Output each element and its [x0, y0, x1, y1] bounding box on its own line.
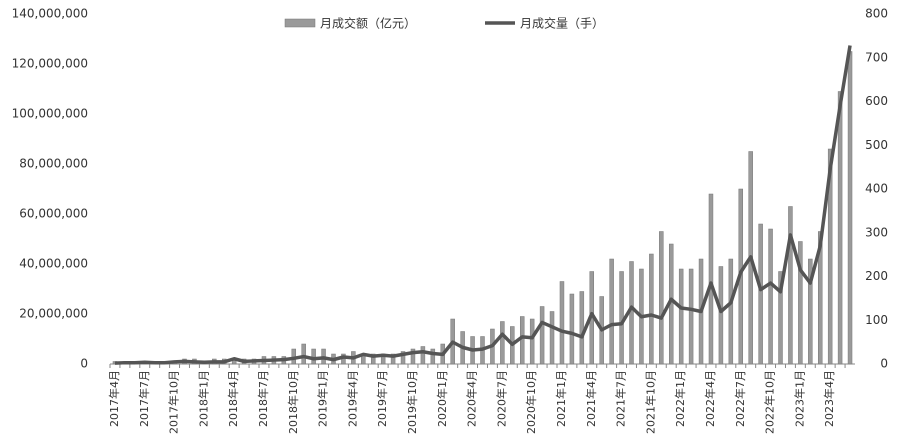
y2-tick-label: 200: [865, 269, 888, 283]
x-tick-label: 2022年4月: [703, 370, 717, 427]
bar: [420, 346, 426, 365]
bar: [430, 348, 436, 365]
x-tick-label: 2018年1月: [196, 370, 210, 427]
bar: [758, 223, 763, 365]
x-tick-label: 2017年4月: [107, 370, 121, 427]
bar: [798, 241, 803, 365]
legend-label: 月成交量（手）: [520, 16, 604, 31]
y2-tick-label: 600: [865, 94, 888, 108]
x-tick-label: 2020年1月: [435, 370, 449, 427]
y2-tick-label: 300: [865, 225, 888, 239]
x-tick-label: 2019年4月: [345, 370, 359, 427]
x-tick-label: 2022年1月: [673, 370, 687, 427]
y2-tick-label: 400: [865, 182, 888, 196]
bar: [718, 266, 724, 365]
bar: [649, 253, 654, 365]
y2-tick-label: 800: [865, 7, 888, 21]
x-tick-label: 2023年4月: [822, 370, 836, 427]
bar: [817, 231, 823, 365]
bar: [529, 318, 535, 365]
bar: [569, 293, 575, 365]
bar: [768, 228, 773, 365]
bar: [500, 321, 505, 365]
x-tick-label: 2019年10月: [405, 370, 419, 434]
bar: [311, 348, 316, 365]
bar: [708, 193, 714, 365]
bar: [688, 268, 694, 365]
x-tick-label: 2019年1月: [316, 370, 330, 427]
bar: [728, 258, 734, 365]
bar: [410, 348, 416, 365]
y-tick-label: 60,000,000: [19, 207, 88, 221]
x-tick-label: 2022年10月: [763, 370, 777, 434]
legend-label: 月成交额（亿元）: [320, 16, 416, 31]
bar: [847, 51, 853, 365]
x-tick-label: 2021年7月: [614, 370, 628, 427]
y2-tick-label: 100: [865, 313, 888, 327]
bar: [778, 271, 783, 365]
bar: [549, 311, 555, 365]
y-tick-label: 0: [80, 357, 88, 371]
x-tick-label: 2018年4月: [226, 370, 240, 427]
bar: [808, 258, 813, 365]
bar: [370, 353, 376, 365]
x-tick-label: 2020年4月: [465, 370, 479, 427]
y2-tick-label: 500: [865, 138, 888, 152]
bar: [519, 316, 525, 365]
x-tick-label: 2017年7月: [137, 370, 151, 427]
y-tick-label: 20,000,000: [19, 307, 88, 321]
y2-tick-label: 700: [865, 50, 888, 64]
y-tick-label: 100,000,000: [12, 107, 88, 121]
bar: [539, 306, 545, 365]
bar: [837, 91, 843, 365]
y-tick-label: 40,000,000: [19, 257, 88, 271]
x-tick-label: 2023年1月: [792, 370, 806, 427]
x-tick-label: 2018年7月: [256, 370, 270, 427]
bar: [827, 148, 833, 365]
x-tick-label: 2022年7月: [733, 370, 747, 427]
bar: [579, 291, 585, 365]
x-tick-label: 2020年7月: [494, 370, 508, 427]
bar: [559, 281, 565, 365]
bar: [609, 258, 614, 365]
x-tick-label: 2021年1月: [554, 370, 568, 427]
bar: [301, 343, 306, 365]
y-tick-label: 80,000,000: [19, 157, 88, 171]
x-tick-label: 2017年10月: [167, 370, 181, 434]
x-tick-label: 2021年4月: [584, 370, 598, 427]
x-tick-label: 2020年10月: [524, 370, 538, 434]
bar: [619, 271, 624, 365]
y-tick-label: 120,000,000: [12, 57, 88, 71]
bar: [390, 353, 396, 365]
bar: [659, 231, 664, 365]
x-tick-label: 2019年7月: [375, 370, 389, 427]
line: [114, 45, 852, 365]
x-tick-label: 2018年10月: [286, 370, 300, 434]
y2-tick-label: 0: [880, 357, 888, 371]
x-tick-label: 2021年10月: [643, 370, 657, 434]
bar: [788, 206, 793, 365]
bar: [400, 351, 406, 365]
bar: [678, 268, 684, 365]
legend-swatch: [284, 18, 316, 28]
y-tick-label: 140,000,000: [12, 7, 88, 21]
